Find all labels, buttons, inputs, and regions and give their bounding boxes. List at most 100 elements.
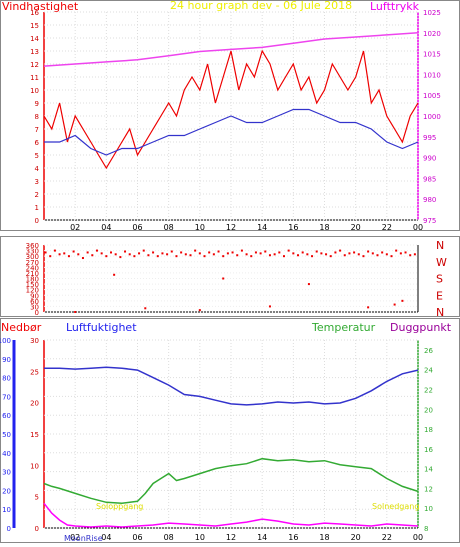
precip-y-tick-label: 80 — [2, 375, 11, 383]
direction-point — [49, 255, 52, 258]
direction-y-tick-label: 210 — [26, 270, 39, 278]
series-line-vindhastighet — [43, 49, 419, 170]
temp-y-tick-label: 14 — [424, 466, 433, 474]
direction-point — [91, 254, 94, 257]
direction-point — [348, 252, 351, 255]
wind-y-tick-label: 0 — [35, 217, 39, 225]
wind-y-tick-label: 15 — [30, 22, 39, 30]
wind-y-tick-label: 4 — [35, 165, 40, 173]
climate-series — [43, 366, 419, 528]
pressure-y-tick-label: 985 — [423, 175, 436, 183]
direction-point — [110, 251, 113, 254]
wind-x-tick-label: 20 — [351, 223, 361, 232]
direction-point — [114, 253, 117, 256]
wind-x-tick-label: 08 — [164, 223, 174, 232]
wind-x-tick-label: 14 — [257, 223, 267, 232]
wind-x-tick-label: 10 — [195, 223, 205, 232]
direction-point — [409, 254, 412, 257]
direction-point — [367, 250, 370, 253]
climate-x-ticks: 02 04 06 08 10 12 14 16 18 20 22 00 — [70, 533, 423, 542]
direction-y-tick-label: 330 — [26, 248, 39, 256]
precip-label: Nedbør — [1, 321, 42, 334]
temp-y-ticks: 8 10 12 14 16 18 20 22 24 26 — [424, 347, 433, 533]
direction-point — [268, 305, 271, 308]
direction-point — [297, 254, 300, 257]
direction-point — [390, 255, 393, 258]
direction-point — [254, 251, 257, 254]
direction-y-tick-label: 0 — [35, 309, 39, 317]
precip-y-tick-label: 50 — [2, 431, 11, 439]
direction-y-tick-label: 360 — [26, 242, 39, 250]
direction-point — [311, 255, 314, 258]
humidity-y-tick-label: 5 — [35, 494, 39, 502]
direction-point — [245, 253, 248, 256]
direction-point — [367, 306, 370, 309]
direction-point — [222, 277, 225, 280]
direction-point — [231, 251, 234, 254]
direction-y-tick-label: 270 — [26, 259, 39, 267]
wind-y-tick-label: 10 — [30, 87, 39, 95]
direction-point — [413, 253, 416, 256]
wind-y-tick-label: 3 — [35, 178, 39, 186]
pressure-y-tick-label: 1025 — [423, 9, 441, 17]
series-line-temperatur — [43, 457, 419, 505]
wind-y-tick-label: 1 — [35, 204, 39, 212]
sunset-label: Solnedgang — [372, 502, 419, 511]
pressure-y-tick-label: 1015 — [423, 51, 441, 59]
climate-x-tick-label: 08 — [164, 533, 174, 542]
pressure-y-tick-label: 1005 — [423, 92, 441, 100]
direction-point — [376, 254, 379, 257]
wind-y-tick-label: 11 — [30, 74, 39, 82]
climate-plot: 0 10 20 30 40 50 60 70 80 90 100 0 5 10 15 20 25 30 8 10 1… — [0, 321, 452, 543]
direction-point — [161, 252, 164, 255]
direction-point — [198, 252, 201, 255]
humidity-y-tick-label: 25 — [30, 368, 39, 376]
direction-point — [180, 251, 183, 254]
wind-y-tick-label: 13 — [30, 48, 39, 56]
temp-y-tick-label: 18 — [424, 426, 433, 434]
wind-x-tick-label: 22 — [382, 223, 392, 232]
wind-series — [43, 32, 419, 170]
climate-x-tick-label: 22 — [382, 533, 392, 542]
climate-x-tick-label: 02 — [70, 533, 80, 542]
pressure-y-tick-label: 1020 — [423, 30, 441, 38]
temp-y-tick-label: 20 — [424, 406, 433, 414]
direction-point — [278, 251, 281, 254]
direction-point — [401, 299, 404, 302]
direction-point — [113, 273, 116, 276]
temp-y-tick-label: 16 — [424, 446, 433, 454]
wind-x-tick-label: 00 — [413, 223, 423, 232]
wind-x-tick-label: 04 — [101, 223, 111, 232]
compass-label: W — [436, 256, 447, 269]
direction-point — [128, 253, 131, 256]
wind-y-tick-label: 12 — [30, 61, 39, 69]
direction-point — [74, 311, 77, 313]
direction-points — [44, 249, 416, 313]
temp-y-tick-label: 26 — [424, 347, 433, 355]
direction-point — [301, 251, 304, 254]
wind-y-tick-label: 2 — [35, 191, 39, 199]
precip-y-tick-label: 70 — [2, 393, 11, 401]
wind-x-ticks: 02 04 06 08 10 12 14 16 18 20 22 00 — [70, 223, 423, 232]
humidity-y-ticks: 0 5 10 15 20 25 30 — [30, 337, 39, 533]
direction-point — [339, 249, 342, 252]
direction-point — [268, 254, 271, 257]
direction-point — [240, 249, 243, 252]
direction-point — [226, 252, 229, 255]
temperature-label: Temperatur — [311, 321, 376, 334]
compass-label: S — [436, 273, 443, 286]
direction-point — [203, 255, 206, 258]
wind-y-tick-label: 9 — [35, 100, 39, 108]
wind-y-tick-label: 14 — [30, 35, 39, 43]
humidity-y-tick-label: 15 — [30, 431, 39, 439]
direction-point — [105, 255, 108, 258]
direction-y-tick-label: 300 — [26, 253, 39, 261]
humidity-y-tick-label: 10 — [30, 462, 39, 470]
direction-point — [184, 253, 187, 256]
direction-point — [320, 252, 323, 255]
series-line-luftfuktighet — [44, 366, 419, 406]
pressure-y-ticks: 975 980 985 990 995 1000 1005 1010 1015 1020 1025 — [423, 9, 441, 225]
